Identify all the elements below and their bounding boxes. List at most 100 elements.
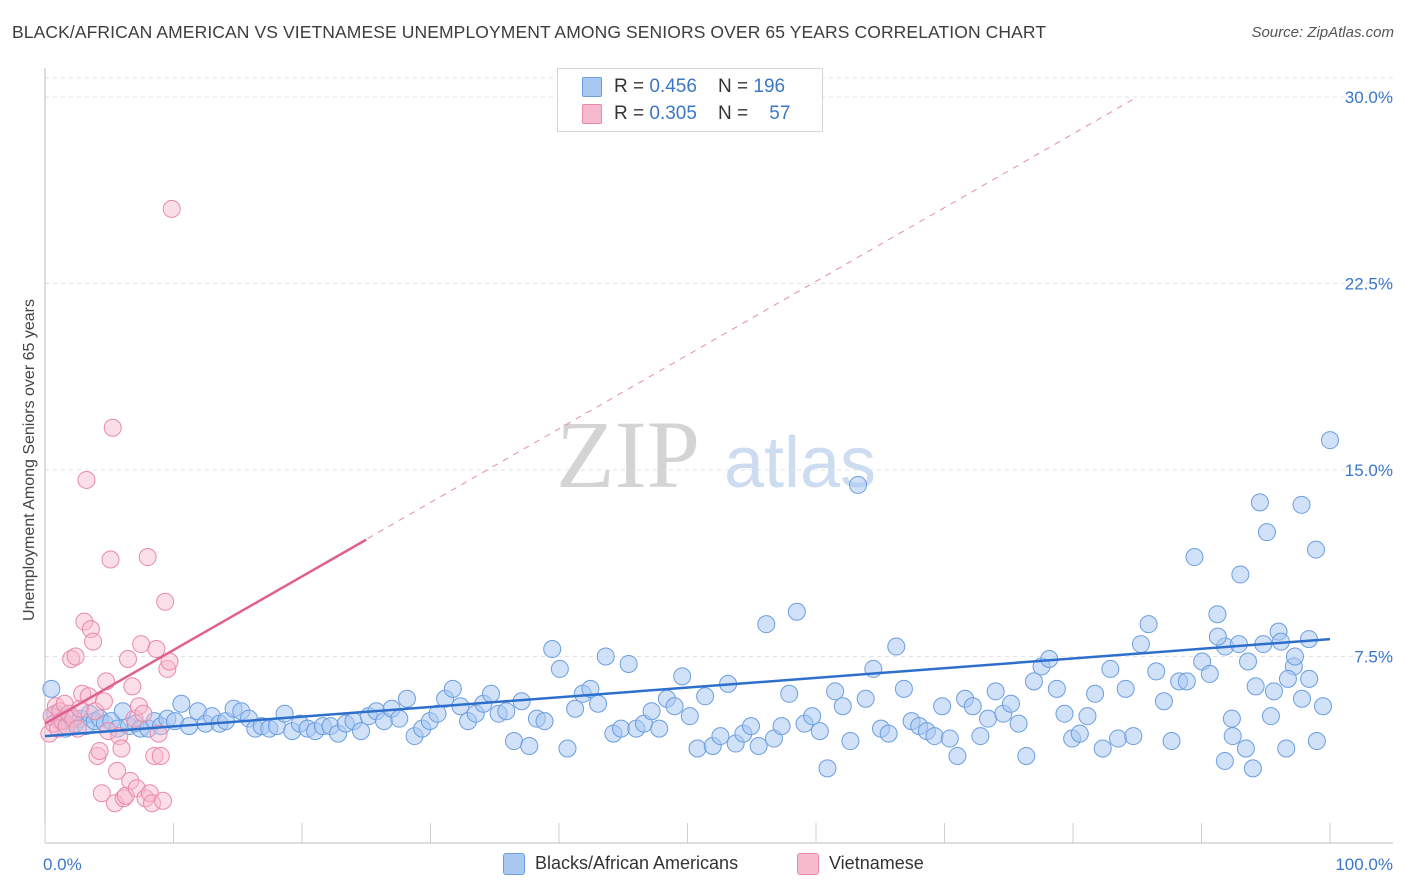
blacks-point — [1250, 493, 1269, 512]
blacks-point — [1109, 729, 1128, 748]
blacks-point — [1285, 647, 1304, 666]
blacks-point — [1116, 679, 1135, 698]
series-vietnamese-points — [40, 199, 181, 813]
blacks-point — [673, 667, 692, 686]
legend-text-vietnamese: R = 0.305 N = 57 — [614, 103, 791, 124]
y-tick-label-1: 15.0% — [1345, 461, 1393, 480]
vietnamese-point — [147, 640, 166, 659]
blacks-point — [482, 684, 501, 703]
blacks-point — [1024, 672, 1043, 691]
blacks-point — [688, 739, 707, 758]
vietnamese-point — [105, 794, 124, 813]
blacks-point — [856, 689, 875, 708]
vietnamese-point — [114, 789, 133, 808]
vietnamese-point — [134, 704, 153, 723]
blacks-point — [1070, 724, 1089, 743]
blacks-point — [612, 719, 631, 738]
blacks-point — [566, 699, 585, 718]
vietnamese-trend-line — [44, 538, 367, 725]
blacks-point — [428, 704, 447, 723]
blacks-point — [650, 719, 669, 738]
blacks-point — [665, 697, 684, 716]
blacks-point — [894, 679, 913, 698]
blacks-point — [619, 654, 638, 673]
y-tick-label-2: 22.5% — [1345, 275, 1393, 294]
blacks-point — [550, 659, 569, 678]
blacks-point — [1177, 672, 1196, 691]
blacks-point — [1086, 684, 1105, 703]
blacks-point — [535, 712, 554, 731]
y-tick-label-3: 30.0% — [1345, 88, 1393, 107]
blacks-point — [1124, 727, 1143, 746]
vietnamese-point — [151, 746, 170, 765]
vietnamese-point — [77, 470, 96, 489]
blacks-point — [1055, 704, 1074, 723]
blacks-point — [810, 722, 829, 741]
vietnamese-point — [40, 724, 59, 743]
blacks-point — [986, 682, 1005, 701]
blacks-point — [1185, 548, 1204, 567]
vietnamese-point — [158, 659, 177, 678]
blacks-point — [1300, 669, 1319, 688]
vietnamese-point — [101, 550, 120, 569]
blacks-point — [1093, 739, 1112, 758]
blacks-point — [1246, 677, 1265, 696]
blacks-point — [1292, 689, 1311, 708]
vietnamese-point — [108, 761, 127, 780]
blacks-point — [581, 679, 600, 698]
axes — [44, 68, 1393, 844]
blacks-point — [1231, 565, 1250, 584]
blacks-point — [1278, 669, 1297, 688]
blacks-point — [1257, 523, 1276, 542]
blacks-point — [1222, 709, 1241, 728]
blacks-trend-line — [44, 637, 1331, 738]
bottom-legend-label-blacks: Blacks/African Americans — [535, 853, 739, 873]
blacks-point — [833, 697, 852, 716]
watermark-zip: ZIP — [556, 401, 700, 508]
blacks-point — [841, 732, 860, 751]
blacks-point — [933, 697, 952, 716]
bottom-swatch-blue — [503, 853, 525, 875]
blacks-point — [1147, 662, 1166, 681]
blacks-point — [1017, 746, 1036, 765]
blacks-point — [925, 727, 944, 746]
blacks-point — [1131, 635, 1150, 654]
blacks-point — [1243, 759, 1262, 778]
vietnamese-point — [66, 647, 85, 666]
blacks-point — [1307, 732, 1326, 751]
x-tick-label-max: 100.0% — [1335, 855, 1393, 874]
blacks-point — [757, 615, 776, 634]
blacks-point — [1215, 751, 1234, 770]
blacks-point — [1047, 679, 1066, 698]
blacks-point — [172, 694, 191, 713]
blacks-point — [1264, 682, 1283, 701]
blacks-point — [948, 746, 967, 765]
grid-lines — [45, 77, 1393, 657]
blacks-point — [849, 475, 868, 494]
blacks-point — [1306, 540, 1325, 559]
blacks-point — [680, 707, 699, 726]
vietnamese-point — [162, 199, 181, 218]
blacks-point — [826, 682, 845, 701]
vietnamese-point — [84, 632, 103, 651]
vietnamese-point — [143, 794, 162, 813]
blacks-point — [711, 727, 730, 746]
blacks-point — [1239, 652, 1258, 671]
legend-swatch-pink — [582, 104, 602, 124]
blacks-point — [1223, 727, 1242, 746]
trend-lines — [44, 96, 1331, 738]
blacks-point — [887, 637, 906, 656]
blacks-point — [1162, 732, 1181, 751]
vietnamese-point — [90, 741, 109, 760]
vietnamese-point — [123, 677, 142, 696]
blacks-point — [1001, 694, 1020, 713]
correlation-legend: R = 0.456 N = 196 R = 0.305 N = 57 — [557, 68, 823, 132]
blacks-point — [390, 709, 409, 728]
blacks-point — [971, 727, 990, 746]
blacks-point — [1229, 635, 1248, 654]
blacks-point — [772, 717, 791, 736]
vietnamese-point — [138, 548, 157, 567]
blacks-point — [1292, 495, 1311, 514]
vietnamese-point — [103, 418, 122, 437]
